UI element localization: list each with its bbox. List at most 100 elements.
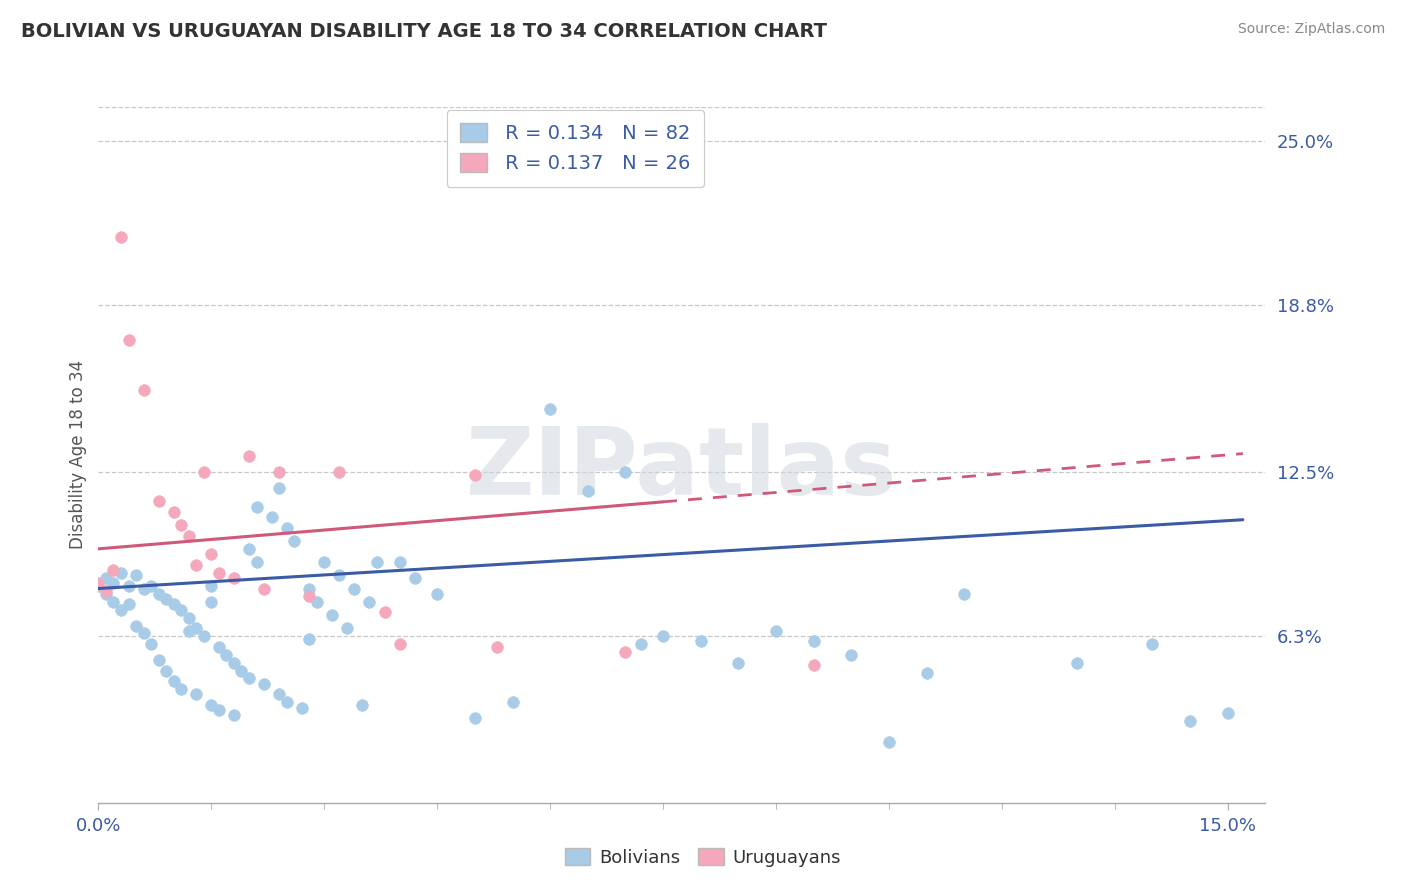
Point bbox=[614, 645, 637, 659]
Point bbox=[305, 595, 328, 609]
Point bbox=[155, 592, 177, 607]
Point bbox=[110, 602, 132, 616]
Text: BOLIVIAN VS URUGUAYAN DISABILITY AGE 18 TO 34 CORRELATION CHART: BOLIVIAN VS URUGUAYAN DISABILITY AGE 18 … bbox=[21, 22, 827, 41]
Point bbox=[343, 582, 366, 596]
Point bbox=[215, 648, 238, 662]
Point bbox=[727, 656, 749, 670]
Point bbox=[388, 555, 411, 569]
Point bbox=[373, 605, 395, 619]
Point bbox=[803, 658, 825, 673]
Point bbox=[231, 664, 253, 678]
Point bbox=[576, 483, 599, 498]
Point bbox=[359, 595, 381, 609]
Y-axis label: Disability Age 18 to 34: Disability Age 18 to 34 bbox=[69, 360, 87, 549]
Point bbox=[689, 634, 711, 648]
Point bbox=[839, 648, 862, 662]
Point bbox=[148, 494, 170, 508]
Point bbox=[132, 626, 155, 640]
Point bbox=[404, 571, 426, 585]
Point bbox=[321, 607, 343, 622]
Point bbox=[222, 656, 245, 670]
Point bbox=[94, 587, 117, 601]
Point bbox=[253, 582, 276, 596]
Point bbox=[110, 566, 132, 580]
Point bbox=[877, 735, 900, 749]
Point bbox=[283, 533, 305, 548]
Point bbox=[177, 528, 200, 542]
Point bbox=[253, 677, 276, 691]
Point bbox=[117, 333, 139, 347]
Point bbox=[163, 505, 186, 519]
Point bbox=[269, 481, 291, 495]
Point bbox=[200, 595, 222, 609]
Point bbox=[103, 595, 125, 609]
Point bbox=[170, 602, 193, 616]
Point bbox=[163, 674, 186, 689]
Point bbox=[186, 621, 208, 635]
Point bbox=[87, 579, 110, 593]
Point bbox=[132, 383, 155, 397]
Point bbox=[388, 637, 411, 651]
Legend:  R = 0.134   N = 82,  R = 0.137   N = 26: R = 0.134 N = 82, R = 0.137 N = 26 bbox=[447, 110, 704, 186]
Point bbox=[132, 582, 155, 596]
Point bbox=[193, 465, 215, 479]
Point bbox=[125, 568, 148, 582]
Point bbox=[328, 465, 350, 479]
Point bbox=[1066, 656, 1088, 670]
Point bbox=[177, 610, 200, 624]
Point bbox=[208, 566, 231, 580]
Point bbox=[765, 624, 787, 638]
Point bbox=[177, 624, 200, 638]
Point bbox=[148, 587, 170, 601]
Point bbox=[222, 708, 245, 723]
Point bbox=[486, 640, 509, 654]
Point bbox=[238, 449, 260, 463]
Point bbox=[139, 637, 162, 651]
Point bbox=[328, 568, 350, 582]
Point bbox=[103, 576, 125, 591]
Text: ZIPatlas: ZIPatlas bbox=[467, 423, 897, 515]
Point bbox=[336, 621, 359, 635]
Point bbox=[245, 555, 267, 569]
Point bbox=[953, 587, 976, 601]
Point bbox=[186, 687, 208, 701]
Legend: Bolivians, Uruguayans: Bolivians, Uruguayans bbox=[558, 841, 848, 874]
Point bbox=[298, 590, 321, 604]
Point bbox=[125, 618, 148, 632]
Point bbox=[193, 629, 215, 643]
Point bbox=[87, 576, 110, 591]
Point bbox=[110, 229, 132, 244]
Point bbox=[276, 695, 298, 709]
Point bbox=[464, 711, 486, 725]
Point bbox=[350, 698, 373, 712]
Point bbox=[222, 571, 245, 585]
Point bbox=[426, 587, 449, 601]
Point bbox=[915, 666, 938, 681]
Point bbox=[314, 555, 336, 569]
Point bbox=[139, 579, 162, 593]
Point bbox=[200, 547, 222, 561]
Point bbox=[186, 558, 208, 572]
Point bbox=[208, 703, 231, 717]
Point bbox=[170, 681, 193, 696]
Point bbox=[170, 518, 193, 533]
Point bbox=[208, 640, 231, 654]
Point bbox=[103, 563, 125, 577]
Point bbox=[148, 653, 170, 667]
Point bbox=[200, 579, 222, 593]
Point bbox=[238, 541, 260, 556]
Point bbox=[614, 465, 637, 479]
Point bbox=[245, 500, 267, 514]
Point bbox=[260, 510, 283, 524]
Point bbox=[652, 629, 675, 643]
Point bbox=[1216, 706, 1239, 720]
Point bbox=[366, 555, 388, 569]
Point bbox=[269, 465, 291, 479]
Point bbox=[291, 700, 314, 714]
Point bbox=[94, 584, 117, 599]
Point bbox=[269, 687, 291, 701]
Point bbox=[117, 598, 139, 612]
Point bbox=[94, 571, 117, 585]
Point bbox=[200, 698, 222, 712]
Point bbox=[276, 521, 298, 535]
